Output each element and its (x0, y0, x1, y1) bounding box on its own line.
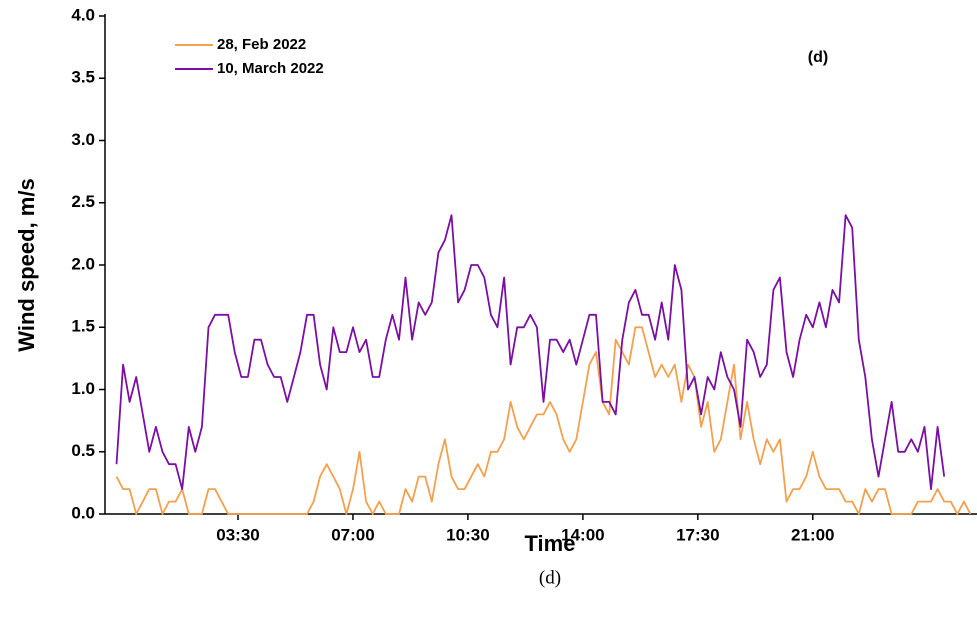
y-tick-label: 0.5 (71, 441, 95, 460)
legend-label: 28, Feb 2022 (217, 36, 306, 53)
y-tick-label: 3.0 (71, 130, 95, 149)
data-line (115, 326, 972, 515)
x-tick-label: 17:30 (676, 525, 719, 544)
caption: (d) (539, 567, 561, 588)
x-tick-label: 21:00 (791, 525, 834, 544)
x-tick-label: 07:00 (331, 525, 374, 544)
x-tick-label: 03:30 (216, 525, 259, 544)
x-tick-label: 14:00 (561, 525, 604, 544)
y-tick-label: 2.5 (71, 192, 95, 211)
data-line (115, 214, 946, 490)
x-axis-label: Time (525, 531, 576, 556)
y-tick-label: 4.0 (71, 5, 95, 24)
y-tick-label: 0.0 (71, 503, 95, 522)
y-axis-label: Wind speed, m/s (14, 178, 39, 351)
x-tick-label: 10:30 (446, 525, 489, 544)
y-tick-label: 2.0 (71, 254, 95, 273)
y-tick-label: 3.5 (71, 68, 95, 87)
annotation: (d) (808, 49, 828, 66)
y-tick-label: 1.5 (71, 317, 95, 336)
legend-label: 10, March 2022 (217, 60, 324, 77)
y-tick-label: 1.0 (71, 379, 95, 398)
